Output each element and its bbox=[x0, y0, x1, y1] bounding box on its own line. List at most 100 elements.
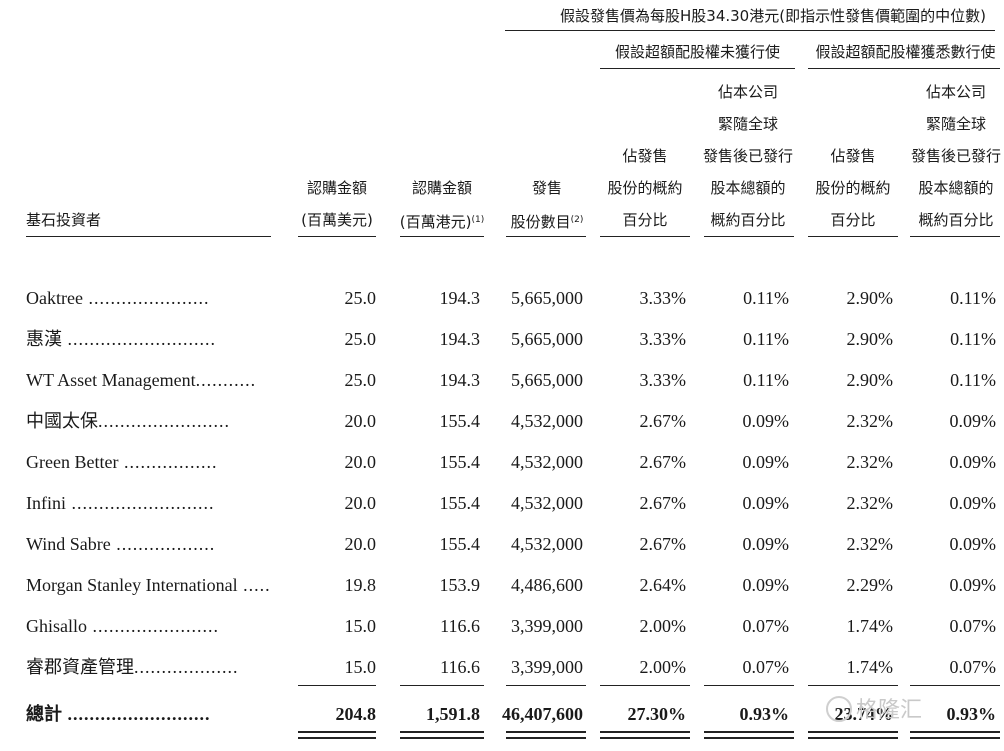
col-header-pct-offer-b-line1: 佔發售 bbox=[830, 147, 876, 165]
total-row: 總計 .......................... 204.8 1,591.… bbox=[0, 700, 1004, 728]
cell-p3: 2.32% bbox=[846, 534, 894, 554]
cell-p2: 0.93% bbox=[739, 704, 790, 724]
col-header-usd-line1: 認購金額 bbox=[306, 179, 367, 197]
rule-col-p3 bbox=[808, 236, 898, 237]
investor-name: 睿郡資產管理................... bbox=[26, 653, 271, 681]
col-header-usd-line2: (百萬美元) bbox=[301, 211, 373, 229]
table-row: Morgan Stanley International ...... 19.8 1… bbox=[0, 571, 1004, 599]
cell-p1: 3.33% bbox=[639, 370, 687, 390]
col-header-pct-offer-a-line1: 佔發售 bbox=[622, 147, 668, 165]
cell-usd: 204.8 bbox=[335, 704, 377, 724]
leader-dots: ........................... bbox=[62, 329, 216, 349]
cell-hkd: 155.4 bbox=[439, 534, 481, 554]
rule-total-bottom2-shares bbox=[506, 737, 586, 739]
leader-dots: .......................... bbox=[66, 493, 215, 513]
rule-total-bottom2-p2 bbox=[704, 737, 794, 739]
col-header-pct-offer-a: 佔發售 股份的概約 百分比 bbox=[600, 140, 690, 236]
cell-p1: 2.64% bbox=[639, 575, 687, 595]
cell-p2: 0.09% bbox=[742, 534, 790, 554]
investor-name-text: Morgan Stanley International bbox=[26, 575, 238, 595]
cell-p2: 0.09% bbox=[742, 452, 790, 472]
cell-shares: 5,665,000 bbox=[511, 370, 583, 390]
investor-name: Infini .......................... bbox=[26, 489, 271, 517]
cell-usd: 15.0 bbox=[344, 657, 377, 677]
investor-name-text: Ghisallo bbox=[26, 616, 87, 636]
cell-shares: 5,665,000 bbox=[511, 288, 583, 308]
cell-shares: 3,399,000 bbox=[511, 616, 583, 636]
cell-hkd: 194.3 bbox=[439, 288, 481, 308]
cell-p4: 0.11% bbox=[950, 370, 996, 390]
cell-p2: 0.11% bbox=[743, 288, 789, 308]
table-row: Wind Sabre .................. 20.0 155.4 4,… bbox=[0, 530, 1004, 558]
rule-total-top-hkd bbox=[400, 685, 484, 686]
cell-p4: 0.09% bbox=[949, 411, 997, 431]
cell-p4: 0.11% bbox=[950, 329, 996, 349]
col-header-pct-total-a-line2: 緊隨全球 bbox=[717, 115, 778, 133]
cell-usd: 20.0 bbox=[344, 493, 377, 513]
rule-total-bottom1-p2 bbox=[704, 731, 794, 733]
cell-p2: 0.11% bbox=[743, 370, 789, 390]
cell-p4: 0.93% bbox=[946, 704, 997, 724]
col-header-shares-line1: 發售 bbox=[531, 179, 562, 197]
col-header-pct-total-a-line4: 股本總額的 bbox=[710, 179, 786, 197]
cell-usd: 15.0 bbox=[344, 616, 377, 636]
investor-name: Wind Sabre .................. bbox=[26, 530, 271, 558]
watermark-logo-icon bbox=[826, 696, 852, 722]
table-row: 睿郡資產管理................... 15.0 116.6 3,399,… bbox=[0, 653, 1004, 681]
rule-group-exercised bbox=[808, 68, 1000, 69]
header-group-exercised: 假設超額配股權獲悉數行使 bbox=[815, 43, 996, 61]
cell-usd: 20.0 bbox=[344, 411, 377, 431]
cell-shares: 4,532,000 bbox=[511, 493, 583, 513]
cell-p2: 0.09% bbox=[742, 411, 790, 431]
rule-total-bottom2-p4 bbox=[910, 737, 1000, 739]
leader-dots: .......................... bbox=[62, 704, 211, 724]
col-header-pct-offer-b-line2: 股份的概約 bbox=[815, 179, 891, 197]
investor-name: WT Asset Management........... bbox=[26, 366, 271, 394]
rule-col-p1 bbox=[600, 236, 690, 237]
cell-hkd: 155.4 bbox=[439, 452, 481, 472]
cell-p4: 0.09% bbox=[949, 575, 997, 595]
leader-dots: ................. bbox=[118, 452, 218, 472]
cell-usd: 25.0 bbox=[344, 329, 377, 349]
cell-p3: 2.90% bbox=[846, 370, 894, 390]
cell-p1: 2.67% bbox=[639, 411, 687, 431]
cell-hkd: 1,591.8 bbox=[426, 704, 480, 724]
leader-dots: ....................... bbox=[87, 616, 219, 636]
col-header-pct-total-a-line3: 發售後已發行 bbox=[702, 147, 793, 165]
rule-col-usd bbox=[298, 236, 376, 237]
cell-shares: 4,532,000 bbox=[511, 411, 583, 431]
cell-p1: 3.33% bbox=[639, 288, 687, 308]
investor-name-text: 惠漢 bbox=[26, 329, 62, 349]
cell-usd: 25.0 bbox=[344, 288, 377, 308]
leader-dots: ........... bbox=[195, 370, 257, 390]
cell-p2: 0.09% bbox=[742, 575, 790, 595]
cell-p1: 2.67% bbox=[639, 534, 687, 554]
cell-p3: 2.90% bbox=[846, 329, 894, 349]
cell-p1: 2.00% bbox=[639, 616, 687, 636]
investor-name-text: Oaktree bbox=[26, 288, 83, 308]
cell-shares: 3,399,000 bbox=[511, 657, 583, 677]
table-row: Oaktree ...................... 25.0 194.3 5… bbox=[0, 284, 1004, 312]
rule-total-bottom2-usd bbox=[298, 737, 376, 739]
rule-total-bottom2-p3 bbox=[808, 737, 898, 739]
cell-p2: 0.07% bbox=[742, 616, 790, 636]
rule-total-top-shares bbox=[506, 685, 586, 686]
cell-p3: 2.29% bbox=[846, 575, 894, 595]
cell-p3: 2.32% bbox=[846, 411, 894, 431]
investor-name-text: Infini bbox=[26, 493, 66, 513]
col-header-shares-line2: 股份數目(2) bbox=[510, 213, 584, 231]
header-group-not-exercised: 假設超額配股權未獲行使 bbox=[614, 43, 780, 61]
col-header-investor: 基石投資者 bbox=[26, 211, 102, 229]
cell-shares: 4,532,000 bbox=[511, 534, 583, 554]
rule-total-bottom1-p3 bbox=[808, 731, 898, 733]
col-header-pct-offer-a-line2: 股份的概約 bbox=[607, 179, 683, 197]
investor-name-text: 睿郡資產管理 bbox=[26, 657, 134, 677]
rule-total-bottom1-usd bbox=[298, 731, 376, 733]
cell-hkd: 194.3 bbox=[439, 370, 481, 390]
watermark: 格隆汇 bbox=[826, 692, 922, 724]
cell-shares: 5,665,000 bbox=[511, 329, 583, 349]
cell-p4: 0.07% bbox=[949, 657, 997, 677]
investor-name-text: Wind Sabre bbox=[26, 534, 111, 554]
cell-p1: 2.67% bbox=[639, 493, 687, 513]
cell-hkd: 155.4 bbox=[439, 411, 481, 431]
